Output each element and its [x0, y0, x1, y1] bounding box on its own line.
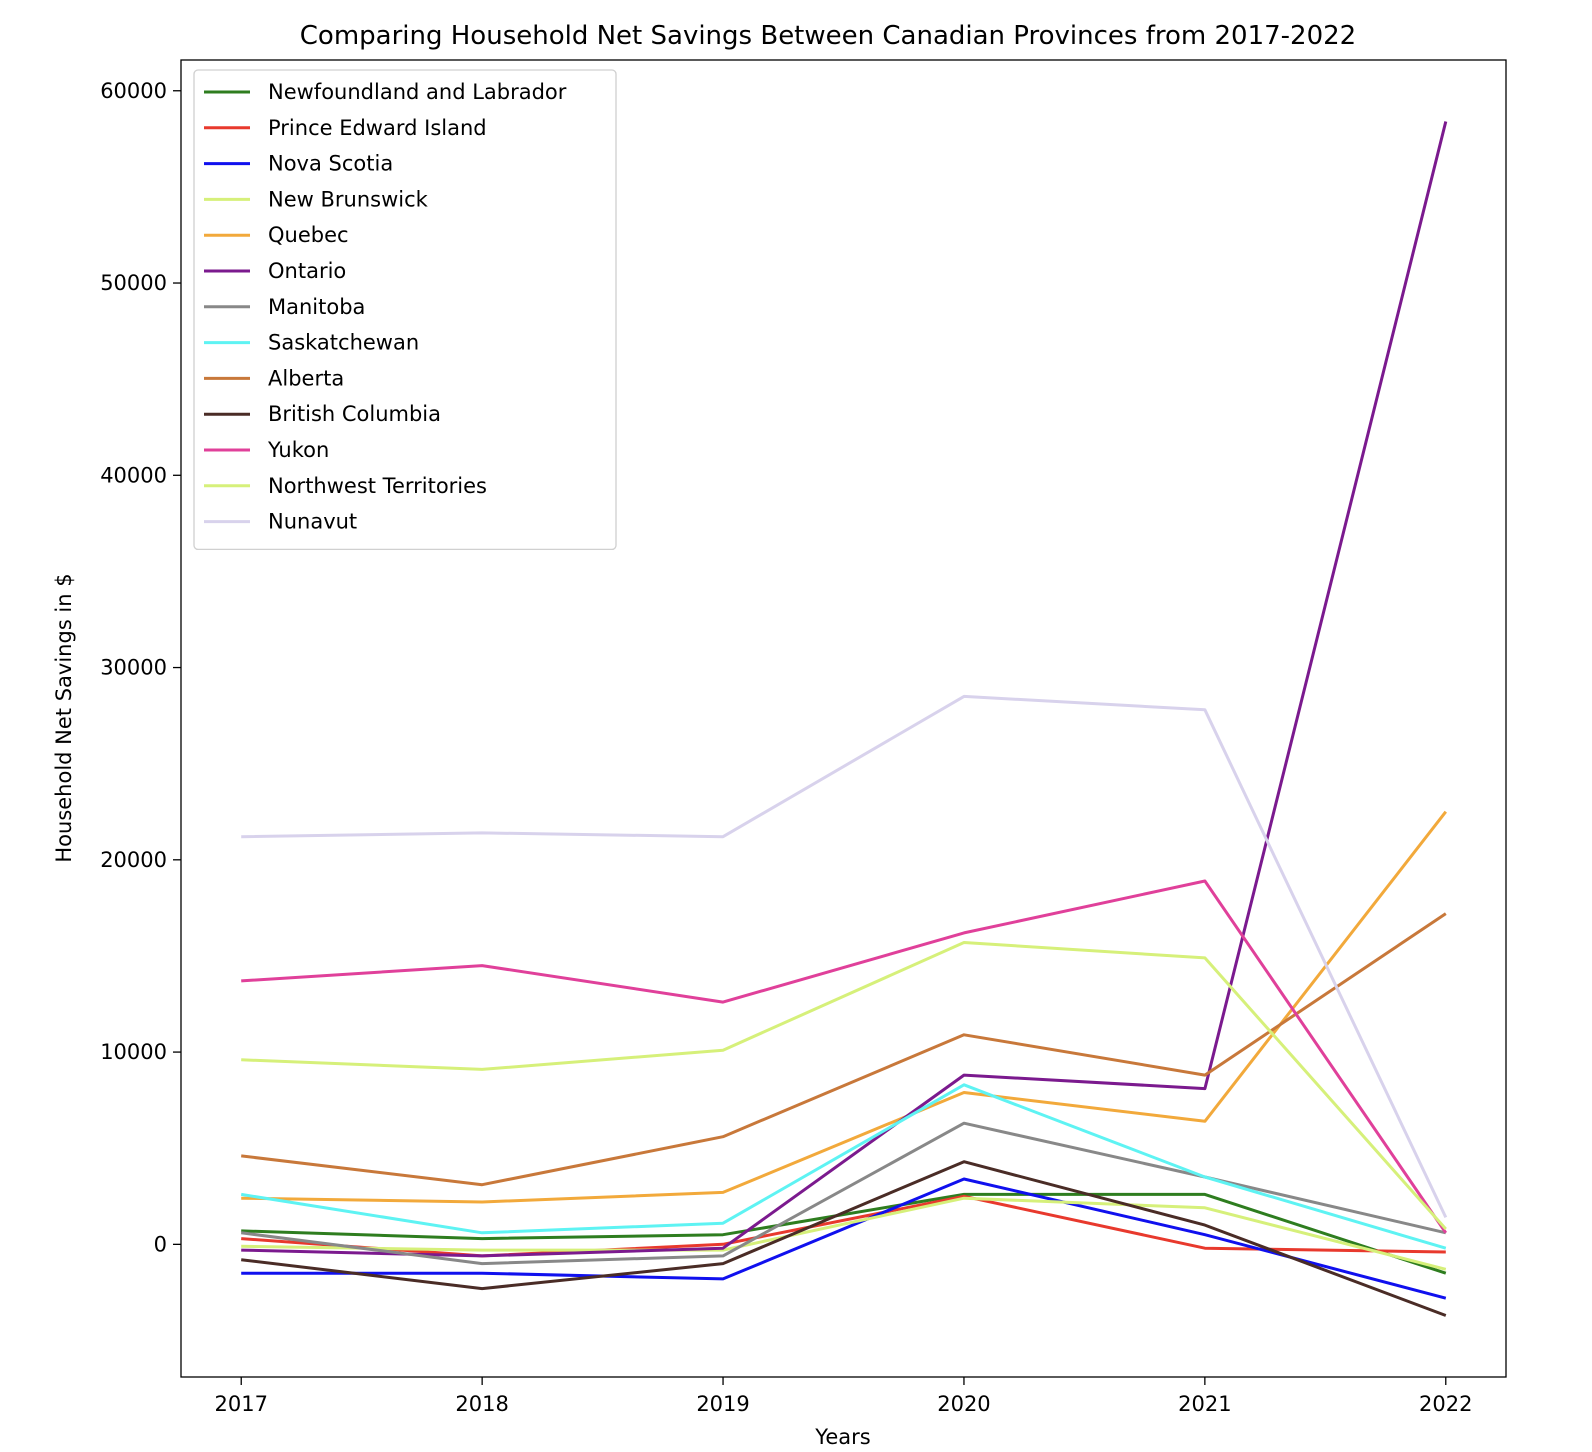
series-line-9 [241, 1160, 1447, 1317]
legend-label: Ontario [268, 259, 346, 283]
x-axis-ticks: 2017 2018 2019 2020 2021 2022 [215, 1377, 1472, 1416]
series-line-5 [241, 121, 1448, 1258]
legend-label: Prince Edward Island [268, 116, 487, 140]
series-line-2 [241, 1177, 1447, 1300]
series-line-6 [241, 1121, 1447, 1266]
legend-label: Nunavut [268, 510, 357, 534]
series-line-1 [241, 1194, 1446, 1258]
series-line-8 [241, 912, 1447, 1187]
legend-label: Northwest Territories [268, 474, 487, 498]
y-tick-label: 30000 [100, 656, 167, 680]
y-tick-label: 40000 [100, 463, 167, 487]
series-line-10 [241, 879, 1448, 1234]
x-tick-label: 2018 [455, 1392, 508, 1416]
series-line-4 [241, 810, 1447, 1204]
legend-frame [193, 69, 617, 551]
legend: Newfoundland and Labrador Prince Edward I… [193, 69, 617, 551]
x-tick-label: 2022 [1419, 1392, 1472, 1416]
legend-label: British Columbia [268, 402, 441, 426]
legend-label: Alberta [268, 366, 344, 390]
legend-label: Nova Scotia [268, 152, 393, 176]
series-line-12 [241, 694, 1448, 1219]
x-axis-label: Years [814, 1425, 870, 1449]
y-tick-label: 10000 [100, 1040, 167, 1064]
y-tick-label: 50000 [100, 271, 167, 295]
y-tick-label: 0 [154, 1232, 167, 1256]
legend-label: Quebec [268, 223, 349, 247]
y-tick-label: 20000 [100, 848, 167, 872]
legend-label: Manitoba [268, 295, 365, 319]
series-line-0 [241, 1192, 1447, 1275]
legend-label: Yukon [267, 438, 329, 462]
y-tick-label: 60000 [100, 79, 167, 103]
legend-label: Newfoundland and Labrador [268, 80, 567, 104]
x-tick-label: 2017 [215, 1392, 268, 1416]
y-axis-ticks: 0 10000 20000 30000 40000 50000 60000 [100, 79, 181, 1256]
x-tick-label: 2021 [1178, 1392, 1231, 1416]
x-tick-label: 2019 [696, 1392, 749, 1416]
plot-frame [180, 59, 1507, 1378]
plot-lines [240, 121, 1448, 1317]
series-line-7 [240, 1083, 1447, 1250]
legend-label: New Brunswick [268, 187, 429, 211]
chart-title: Comparing Household Net Savings Between … [300, 21, 1356, 51]
y-axis-label: Household Net Savings in $ [52, 573, 76, 862]
legend-label: Saskatchewan [268, 331, 419, 355]
series-line-3 [241, 1196, 1447, 1271]
series-line-11 [241, 941, 1447, 1230]
x-tick-label: 2020 [937, 1392, 990, 1416]
